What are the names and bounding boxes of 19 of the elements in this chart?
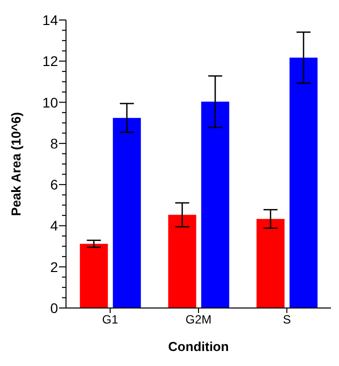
y-tick-label: 0 [50,300,58,316]
bar [112,118,141,308]
x-tick-label: S [282,312,291,327]
bar [256,218,285,308]
y-tick-label: 4 [50,218,58,234]
bar [201,102,230,308]
x-axis-title: Condition [168,339,229,354]
bar [80,244,108,308]
bar [290,58,318,308]
y-tick-label: 12 [42,53,58,70]
y-tick-label: 10 [42,94,58,110]
y-tick-label: 2 [50,258,58,275]
y-tick-label: 8 [50,135,58,152]
y-tick-label: 6 [50,176,58,193]
bar [168,214,196,308]
x-tick-label: G2M [185,312,212,327]
x-tick-label: G1 [102,312,118,327]
y-tick-label: 14 [42,12,58,28]
y-axis-title: Peak Area (10^6) [8,112,24,216]
